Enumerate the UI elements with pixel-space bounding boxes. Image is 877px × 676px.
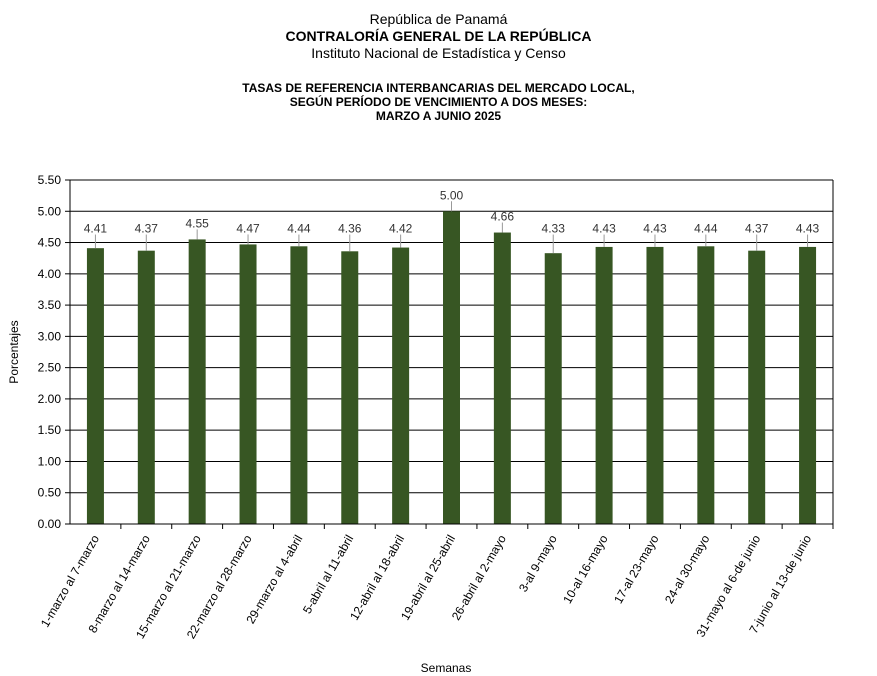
y-tick-label: 3.00 <box>38 329 62 343</box>
bar <box>443 211 460 525</box>
bar <box>341 251 359 524</box>
x-tick-label: 26-abril al 2-mayo <box>449 532 509 622</box>
x-tick-label: 19-abril al 25-abril <box>398 533 458 623</box>
data-label: 4.44 <box>287 222 311 236</box>
x-tick-label: 5-abril al 11-abril <box>300 533 356 617</box>
data-label: 4.42 <box>389 222 413 236</box>
data-label: 4.41 <box>84 222 108 236</box>
y-tick-label: 4.00 <box>38 267 62 281</box>
data-label: 4.33 <box>542 222 566 236</box>
y-tick-label: 2.50 <box>38 361 62 375</box>
bar <box>748 250 766 524</box>
x-tick-label: 17-al 23-mayo <box>611 532 662 606</box>
x-tick-label: 3-al 9-mayo <box>516 532 560 594</box>
bar <box>799 246 817 524</box>
y-tick-label: 4.50 <box>38 236 62 250</box>
bar <box>392 247 410 525</box>
data-label: 4.37 <box>135 222 159 236</box>
chart-title-line3: MARZO A JUNIO 2025 <box>375 109 502 123</box>
x-tick-label: 29-marzo al 4-abril <box>243 533 305 627</box>
bar <box>493 232 511 524</box>
header-country: República de Panamá <box>369 11 508 27</box>
bar <box>290 246 308 524</box>
y-axis-title: Porcentajes <box>7 320 21 383</box>
bar <box>86 248 104 524</box>
x-axis-title: Semanas <box>421 661 472 675</box>
y-tick-label: 5.50 <box>38 173 62 187</box>
header-institution: CONTRALORÍA GENERAL DE LA REPÚBLICA <box>285 28 592 44</box>
data-label: 4.44 <box>694 222 718 236</box>
bar <box>239 244 257 524</box>
data-label: 4.37 <box>745 222 769 236</box>
y-tick-label: 3.50 <box>38 298 62 312</box>
bar <box>544 253 562 525</box>
data-label: 5.00 <box>440 188 464 202</box>
x-tick-label: 24-al 30-mayo <box>662 532 713 606</box>
bar <box>697 246 715 524</box>
chart-title-line1: TASAS DE REFERENCIA INTERBANCARIAS DEL M… <box>242 81 635 95</box>
bar <box>595 246 613 524</box>
data-label: 4.47 <box>236 221 260 235</box>
y-tick-label: 5.00 <box>38 204 62 218</box>
y-tick-label: 0.50 <box>38 486 62 500</box>
y-tick-label: 0.00 <box>38 517 62 531</box>
header-institute: Instituto Nacional de Estadística y Cens… <box>311 45 566 61</box>
data-label: 4.55 <box>185 216 209 230</box>
data-label: 4.66 <box>491 210 515 224</box>
bar <box>188 239 206 524</box>
bar <box>137 250 155 524</box>
y-tick-label: 2.00 <box>38 392 62 406</box>
data-label: 4.43 <box>796 222 820 236</box>
y-tick-label: 1.50 <box>38 423 62 437</box>
chart-title-line2: SEGÚN PERÍODO DE VENCIMIENTO A DOS MESES… <box>289 95 588 109</box>
data-label: 4.43 <box>592 222 616 236</box>
data-label: 4.43 <box>643 222 667 236</box>
data-label: 4.36 <box>338 222 362 236</box>
x-tick-label: 12-abril al 18-abril <box>347 533 407 623</box>
x-tick-label: 10-al 16-mayo <box>560 532 611 606</box>
y-tick-label: 1.00 <box>38 454 62 468</box>
bar <box>646 246 664 524</box>
